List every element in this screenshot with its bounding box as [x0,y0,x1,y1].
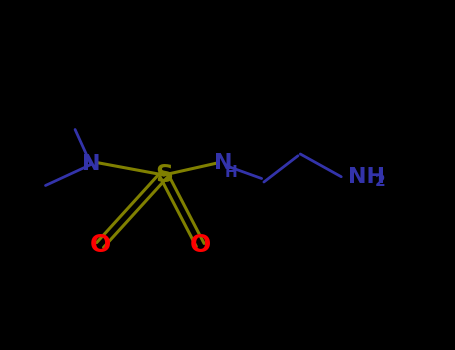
Text: H: H [225,165,238,180]
Text: 2: 2 [375,175,386,189]
Text: S: S [155,163,173,187]
Text: NH: NH [348,167,385,187]
Text: O: O [90,233,111,257]
Text: N: N [82,154,100,175]
Text: O: O [190,233,211,257]
Text: N: N [214,153,232,173]
